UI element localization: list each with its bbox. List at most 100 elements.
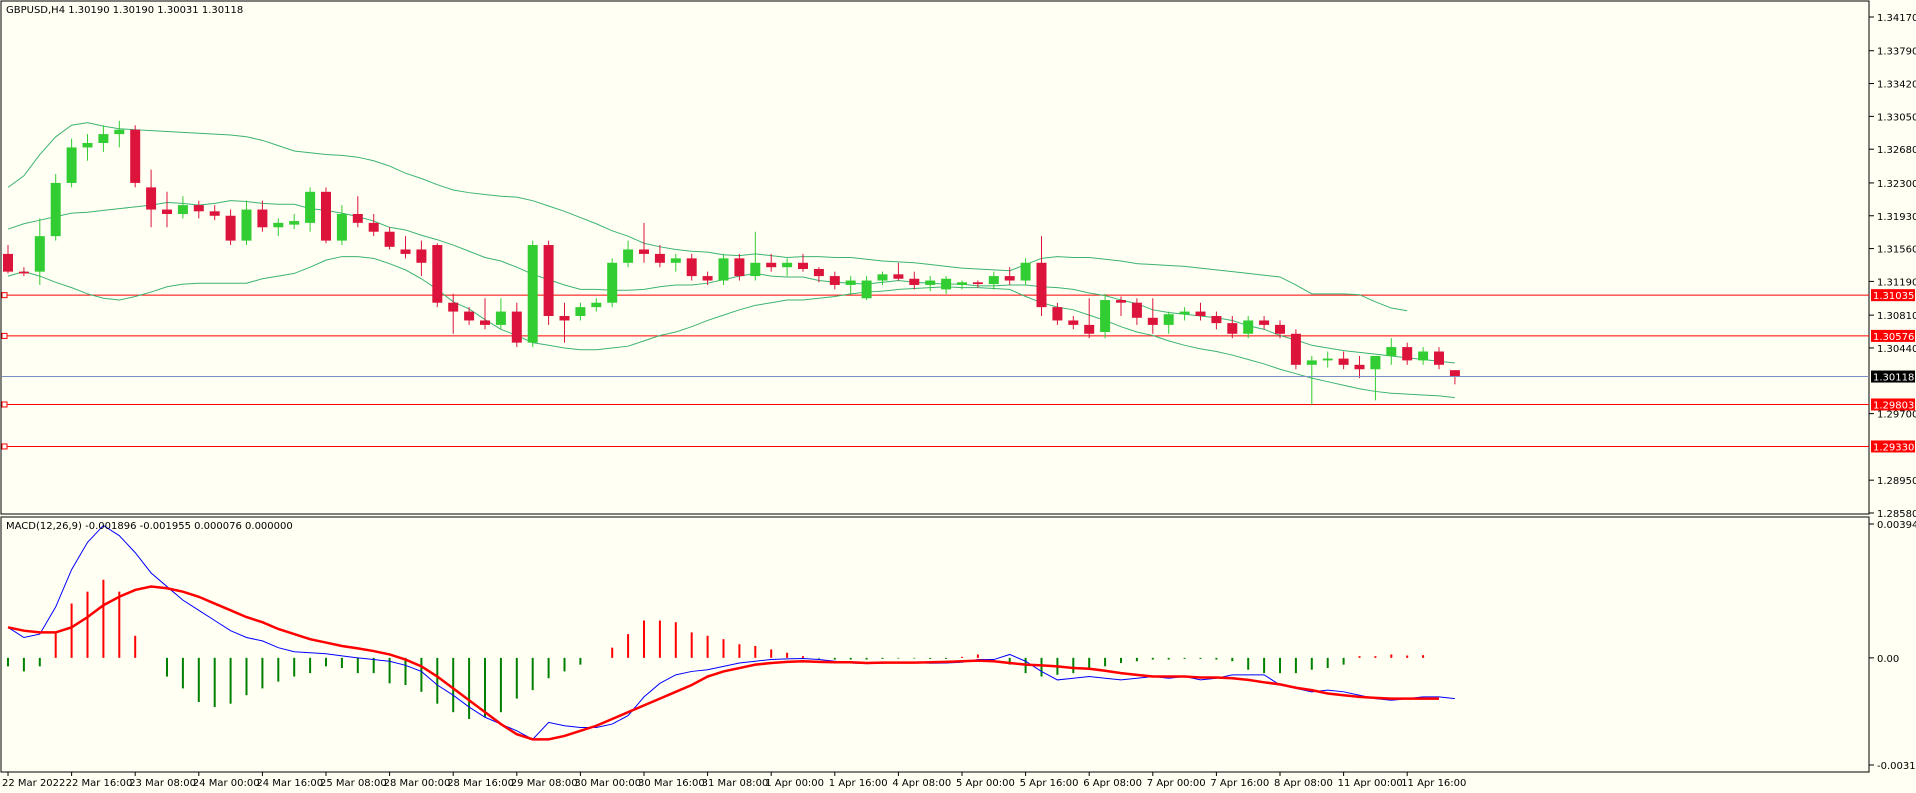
- candle-bear: [1211, 316, 1222, 324]
- candle-bull: [289, 221, 300, 225]
- price-tick-label: 1.30810: [1877, 311, 1916, 322]
- candle-bear: [257, 209, 268, 228]
- price-level-tag: [1871, 329, 1915, 342]
- time-tick-label: 31 Mar 08:00: [702, 778, 769, 789]
- price-level-tag: [1871, 398, 1915, 411]
- candle-bear: [702, 276, 713, 281]
- price-tick-label: 1.33790: [1877, 47, 1916, 58]
- candle-bear: [1131, 302, 1142, 318]
- macd-header: MACD(12,26,9) -0.001896 -0.001955 0.0000…: [6, 521, 293, 532]
- candle-bull: [82, 142, 93, 148]
- candle-bear: [416, 249, 427, 263]
- price-level-tag: [1871, 289, 1915, 302]
- candle-bear: [909, 278, 920, 285]
- price-level-anchor: [1, 401, 8, 408]
- candle-bear: [1147, 317, 1158, 325]
- price-tick-label: 1.31560: [1877, 245, 1916, 256]
- candle-bull: [718, 258, 729, 281]
- candle-bull: [988, 276, 999, 285]
- candle-bull: [1243, 320, 1254, 334]
- candle-bear: [1084, 324, 1095, 334]
- price-tick-label: 1.28950: [1877, 476, 1916, 487]
- candle-bear: [1449, 370, 1460, 377]
- candle-bear: [1227, 323, 1238, 334]
- candle-bear: [559, 316, 570, 321]
- candle-bear: [400, 249, 411, 254]
- time-tick-label: 25 Mar 08:00: [320, 778, 387, 789]
- candle-bull: [114, 129, 125, 135]
- price-tick-label: 1.31190: [1877, 277, 1916, 288]
- candle-bear: [1434, 351, 1444, 365]
- macd-tick-label: -0.003156: [1877, 761, 1916, 772]
- candle-bull: [527, 245, 538, 343]
- symbol-header: GBPUSD,H4 1.30190 1.30190 1.30031 1.3011…: [6, 5, 243, 16]
- candle-bull: [98, 134, 109, 143]
- time-tick-label: 1 Apr 16:00: [829, 778, 888, 789]
- candle-bear: [3, 253, 13, 272]
- candle-bear: [225, 215, 236, 241]
- candle-bear: [972, 282, 983, 285]
- price-levels: 1.31035 1.30576 1.29803 1.29330: [1, 289, 1915, 453]
- candle-bear: [1275, 324, 1285, 334]
- time-tick-label: 6 Apr 08:00: [1083, 778, 1142, 789]
- candle-bull: [50, 182, 61, 237]
- candle-bull: [34, 236, 45, 272]
- time-tick-label: 4 Apr 08:00: [892, 778, 951, 789]
- candle-bear: [543, 245, 554, 317]
- macd-pane-frame: [0, 516, 1870, 773]
- macd-lines: [7, 524, 1455, 741]
- candle-bear: [480, 320, 490, 325]
- candle-bull: [495, 311, 506, 325]
- candle-bear: [368, 222, 379, 232]
- candle-bear: [146, 187, 157, 210]
- price-tick-label: 1.32680: [1877, 145, 1916, 156]
- time-tick-label: 30 Mar 00:00: [574, 778, 641, 789]
- time-tick-label: 5 Apr 00:00: [956, 778, 1015, 789]
- time-tick-label: 22 Mar 16:00: [66, 778, 133, 789]
- candle-bull: [607, 262, 618, 303]
- price-tick-label: 1.31930: [1877, 212, 1916, 223]
- time-tick-label: 23 Mar 08:00: [129, 778, 196, 789]
- candle-bull: [575, 307, 586, 317]
- candle-bull: [591, 302, 602, 308]
- candle-bear: [384, 231, 395, 247]
- candle-bear: [448, 302, 459, 312]
- price-tick-label: 1.33420: [1877, 80, 1916, 91]
- candle-bull: [1020, 262, 1031, 281]
- candle-bear: [1402, 347, 1413, 361]
- candle-bull: [1306, 360, 1317, 365]
- candle-bull: [336, 213, 347, 241]
- candle-bear: [193, 205, 204, 212]
- candle-bull: [1322, 358, 1333, 361]
- bollinger-lower-line: [7, 256, 1455, 399]
- candle-bull: [305, 191, 316, 223]
- macd-signal-line: [7, 585, 1439, 741]
- candle-bull: [861, 280, 872, 299]
- candle-bull: [782, 262, 793, 268]
- candle-bear: [1052, 307, 1063, 321]
- candle-bull: [750, 262, 761, 277]
- candle-bear: [209, 211, 220, 216]
- candle-bear: [893, 274, 904, 279]
- candle-bear: [432, 245, 443, 303]
- candle-bull: [941, 278, 952, 290]
- price-level-tag-label: 1.30576: [1873, 332, 1914, 343]
- price-level-tag-label: 1.29803: [1873, 400, 1914, 411]
- candle-bear: [1004, 276, 1015, 281]
- candle-bear: [1259, 320, 1270, 325]
- candle-bull: [1370, 355, 1381, 370]
- price-tick-label: 1.33050: [1877, 112, 1916, 123]
- macd-histogram: [7, 579, 1425, 719]
- candle-bear: [813, 268, 824, 277]
- price-level-tag-label: 1.29330: [1873, 442, 1914, 453]
- time-tick-label: 24 Mar 16:00: [256, 778, 323, 789]
- candle-bear: [1338, 358, 1349, 365]
- candle-bull: [623, 249, 634, 263]
- macd-pane[interactable]: 0.003943 0.00 -0.003156 MACD(12,26,9) -0.0…: [0, 516, 1916, 773]
- price-pane[interactable]: 1.34170 1.33790 1.33420 1.33050 1.32680 1.323…: [0, 0, 1916, 520]
- candle-bull: [1386, 347, 1397, 356]
- candle-bull: [273, 222, 284, 228]
- price-level-tag: [1871, 440, 1915, 453]
